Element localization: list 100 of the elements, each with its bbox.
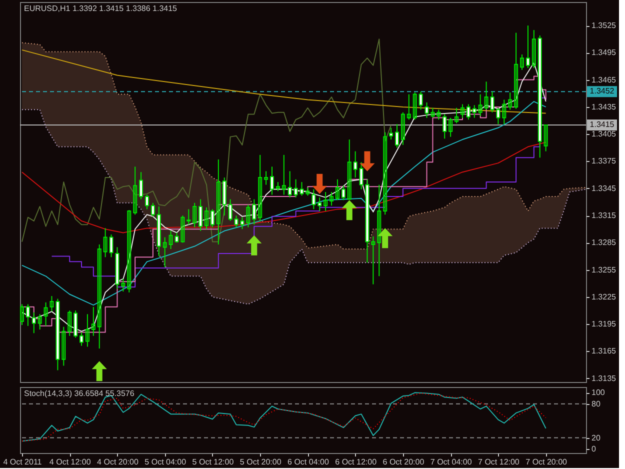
y-tick-label: 1.3495	[592, 48, 617, 58]
candlestick	[472, 104, 476, 118]
candlestick	[127, 210, 132, 293]
candlestick	[264, 170, 268, 186]
candlestick	[448, 117, 453, 138]
candlestick	[454, 107, 459, 124]
candlestick	[466, 104, 470, 120]
x-tick-label: 6 Oct 12:00	[335, 458, 378, 466]
candlestick	[294, 178, 298, 198]
chart-title: EURUSD,H1 1.3392 1.3415 1.3386 1.3415	[24, 4, 178, 13]
ref-line-label: 1.3415	[590, 120, 615, 130]
candlestick	[109, 234, 114, 258]
ref-line-label: 1.3452	[590, 86, 615, 96]
candlestick	[186, 208, 191, 226]
candlestick	[144, 194, 149, 210]
y-tick-label: 1.3225	[592, 292, 617, 302]
y-tick-label: 80	[592, 399, 601, 408]
y-tick-label: 1.3435	[592, 102, 617, 112]
candlestick	[44, 302, 48, 326]
point	[360, 151, 375, 172]
candlestick	[150, 202, 155, 217]
x-tick-label: 6 Oct 20:00	[382, 458, 425, 466]
x-tick-label: 6 Oct 04:00	[288, 458, 330, 466]
candlestick	[318, 196, 322, 212]
candlestick	[258, 154, 262, 222]
candlestick	[246, 204, 250, 228]
candlestick	[412, 92, 417, 120]
point	[92, 361, 107, 382]
x-tick-label: 7 Oct 12:00	[478, 458, 520, 466]
candlestick	[312, 188, 316, 210]
y-tick-label: 1.3285	[592, 238, 617, 248]
candlestick	[460, 104, 464, 118]
candlestick	[210, 208, 214, 228]
candlestick	[389, 127, 394, 140]
candlestick	[38, 314, 42, 330]
candlestick	[406, 94, 411, 120]
candlestick	[216, 158, 220, 245]
candlestick	[478, 94, 482, 116]
x-tick-label: 7 Oct 20:00	[526, 458, 568, 466]
candlestick	[139, 172, 144, 200]
candlestick	[526, 25, 530, 69]
x-tick-label: 4 Oct 12:00	[49, 458, 92, 466]
candlestick	[20, 304, 24, 326]
x-tick-label: 4 Oct 20:00	[97, 458, 139, 466]
candlestick	[26, 304, 30, 326]
candlestick	[520, 54, 524, 70]
x-tick-label: 5 Oct 12:00	[192, 458, 234, 466]
candlestick	[97, 244, 102, 350]
y-tick-label: 1.3255	[592, 265, 617, 274]
candlestick	[282, 154, 286, 196]
candlestick	[442, 114, 447, 140]
y-tick-label: 1.3465	[592, 75, 617, 84]
candlestick	[544, 124, 548, 152]
candlestick	[508, 92, 512, 110]
candlestick	[74, 310, 78, 338]
candlestick	[133, 166, 138, 216]
candlestick	[80, 332, 84, 346]
candlestick	[85, 314, 90, 348]
candlestick	[418, 91, 423, 110]
candlestick	[496, 107, 500, 125]
x-tick-label: 5 Oct 04:00	[144, 458, 187, 466]
y-tick-label: 1.3135	[592, 374, 617, 383]
candlestick	[377, 184, 382, 277]
candlestick	[50, 296, 54, 312]
candlestick	[502, 99, 506, 125]
point	[312, 174, 328, 194]
candlestick	[324, 192, 328, 212]
candlestick	[228, 198, 232, 222]
candlestick	[168, 230, 173, 250]
candlestick	[341, 185, 346, 201]
x-tick-label: 4 Oct 2011	[3, 458, 42, 466]
candlestick	[192, 202, 197, 228]
y-tick-label: 1.3165	[592, 346, 617, 356]
candlestick	[204, 206, 209, 230]
point	[342, 200, 357, 220]
y-tick-label: 0	[592, 444, 596, 454]
candlestick	[353, 150, 358, 178]
x-tick-label: 5 Oct 20:00	[240, 458, 282, 466]
candlestick	[198, 198, 203, 232]
line-series	[21, 38, 392, 242]
x-tick-label: 7 Oct 04:00	[430, 458, 472, 466]
candlestick	[32, 312, 36, 334]
candlestick	[514, 32, 518, 110]
candlestick	[532, 30, 536, 69]
candlestick	[400, 112, 405, 146]
point	[246, 235, 262, 256]
candlestick	[91, 306, 96, 336]
candlestick	[288, 170, 292, 198]
candlestick	[383, 132, 388, 216]
y-tick-label: 100	[592, 388, 606, 398]
chart-title: Stoch(14,3,3) 36.6584 55.3576	[24, 389, 135, 398]
y-tick-label: 1.3315	[592, 211, 617, 220]
candlestick	[371, 236, 376, 285]
candlestick	[68, 310, 72, 336]
y-tick-label: 1.3525	[592, 21, 617, 30]
candlestick	[62, 326, 66, 366]
candlestick	[276, 182, 280, 192]
candlestick	[103, 228, 108, 258]
y-tick-label: 20	[592, 433, 601, 442]
candlestick	[121, 278, 126, 292]
